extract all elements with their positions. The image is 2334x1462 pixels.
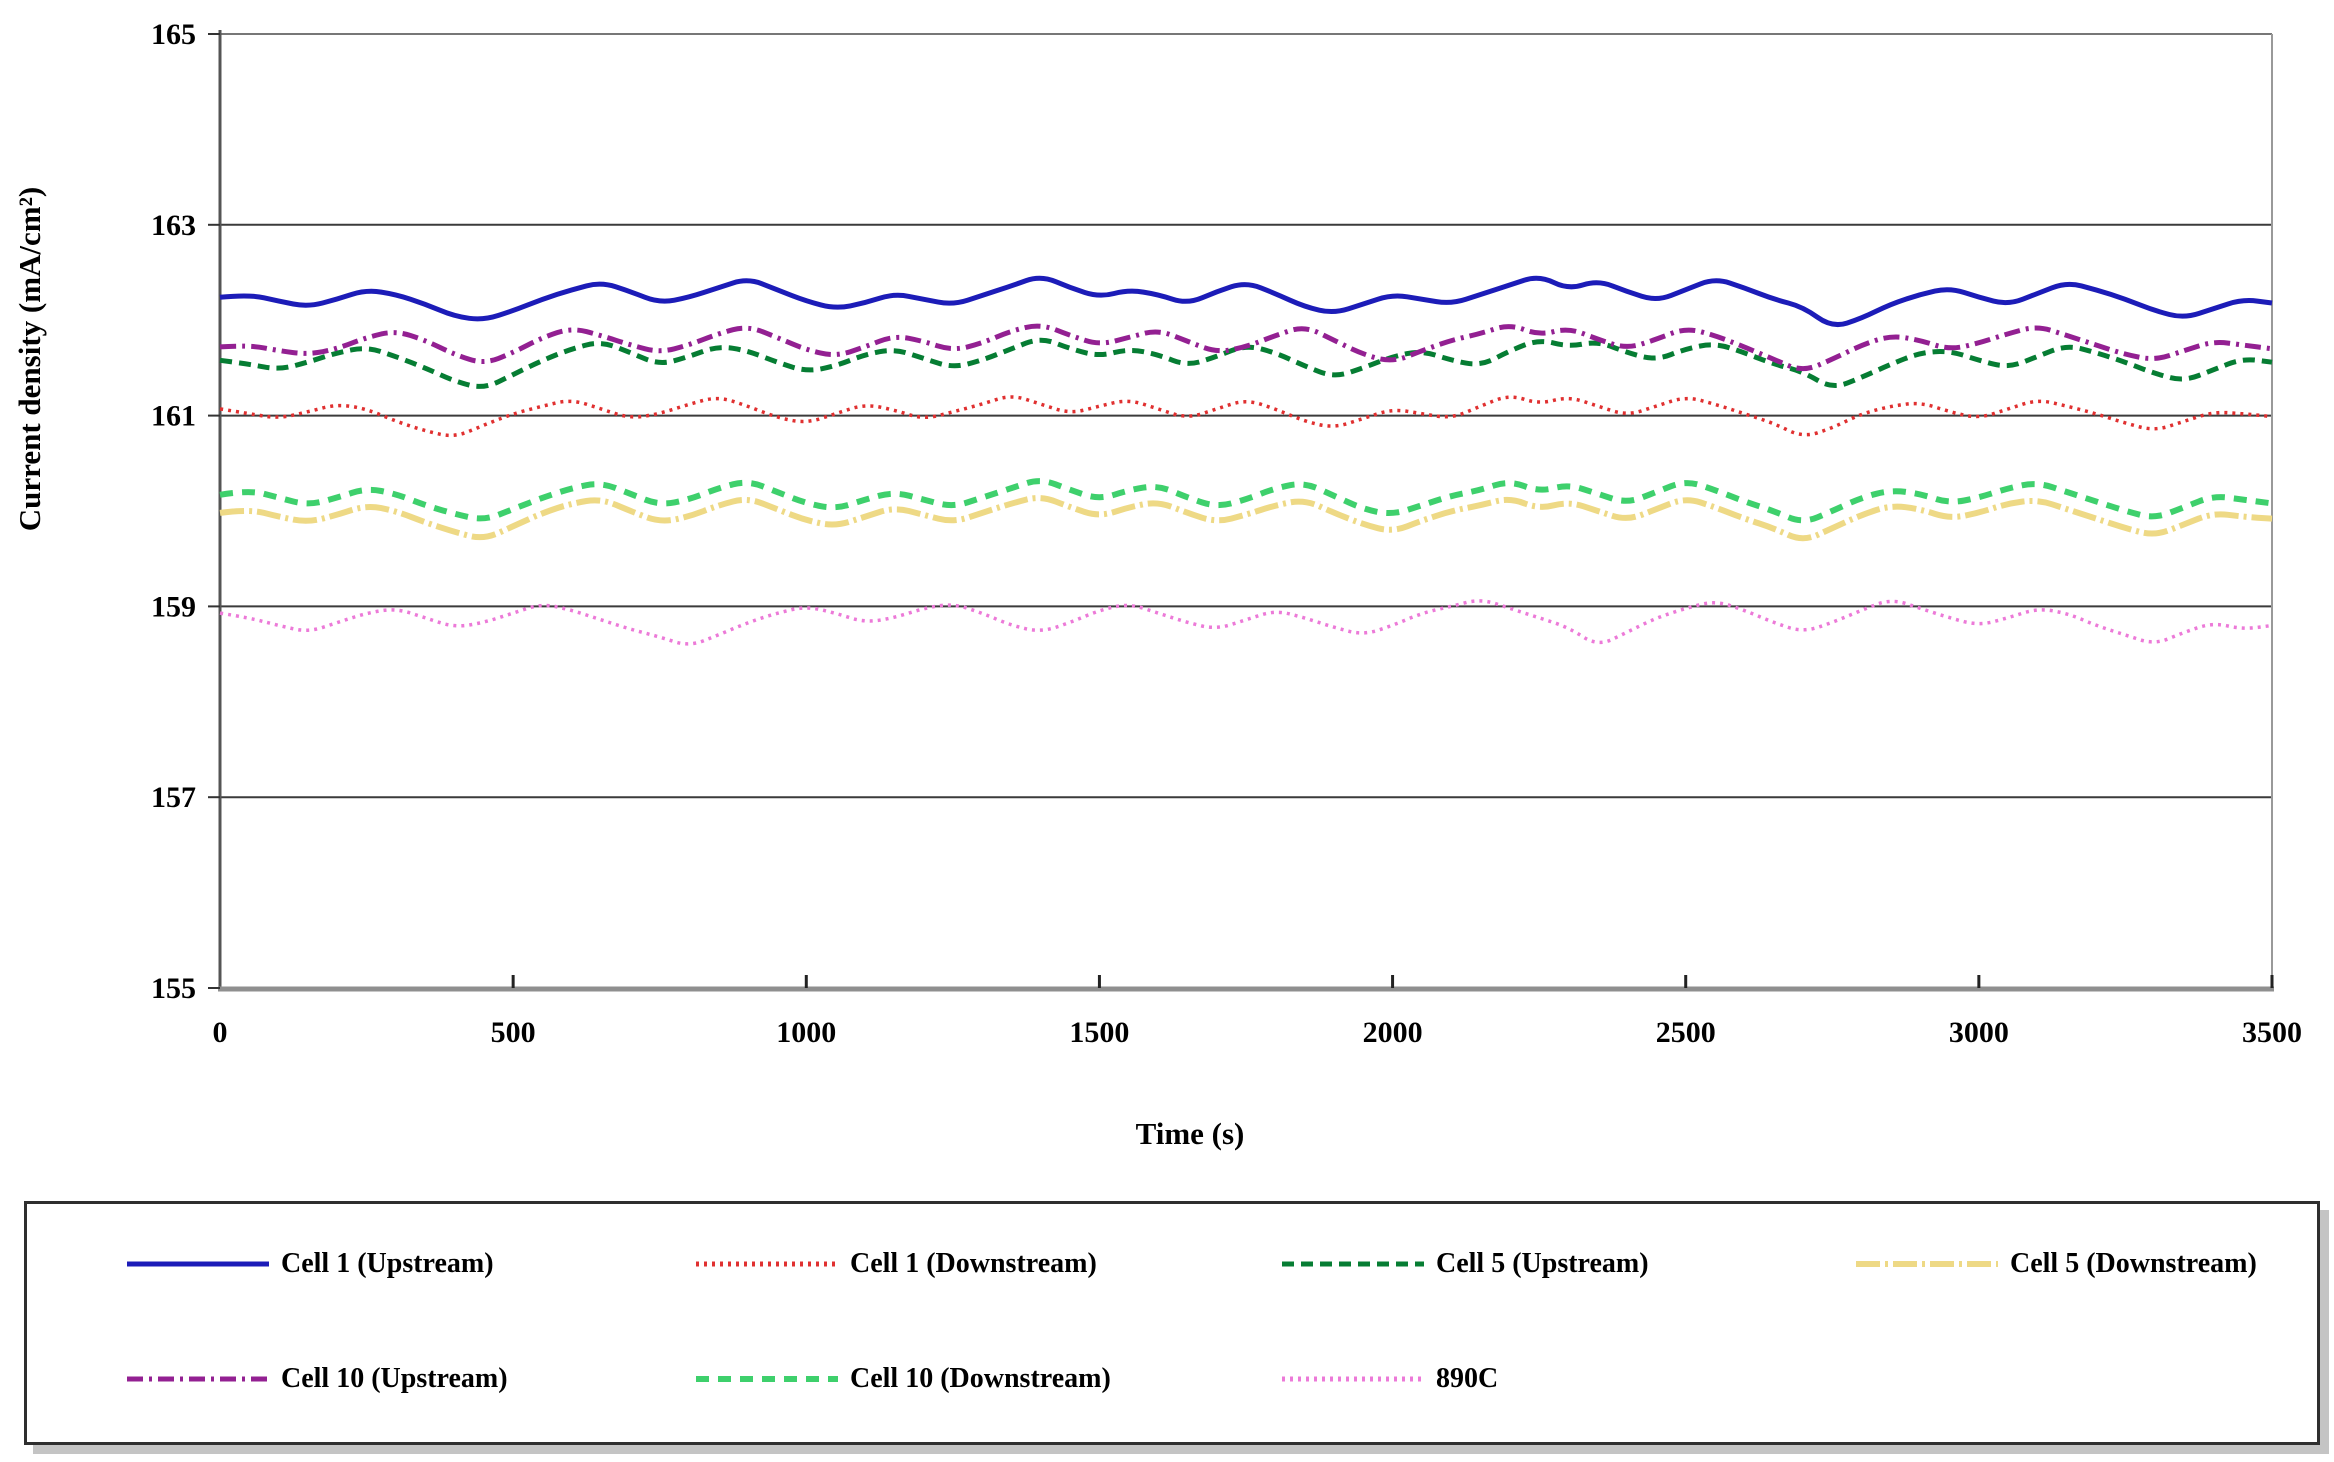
y-tick-label: 155 [151, 972, 196, 1005]
y-tick-label: 161 [151, 400, 196, 433]
x-tick-label: 3500 [2242, 1016, 2302, 1049]
x-axis-title: Time (s) [1135, 1116, 1245, 1151]
series-line-890c [219, 599, 2273, 646]
legend-item-cell1-upstream: Cell 1 (Upstream) [123, 1246, 494, 1282]
legend-label: 890C [1436, 1363, 1499, 1394]
series-line-cell-1-upstream [219, 275, 2273, 327]
legend-label: Cell 1 (Upstream) [281, 1248, 494, 1279]
legend-item-890c: 890C [1278, 1361, 1498, 1397]
cell1-downstream-line-swatch [696, 1261, 838, 1267]
legend-item-cell5-upstream: Cell 5 (Upstream) [1278, 1246, 1649, 1282]
y-tick-label: 157 [151, 781, 196, 814]
y-tick-label: 165 [151, 18, 196, 51]
legend-label: Cell 1 (Downstream) [850, 1248, 1097, 1279]
890c-line-swatch [1282, 1376, 1424, 1382]
legend-box: Cell 1 (Upstream) Cell 1 (Downstream) Ce… [24, 1201, 2320, 1445]
cell10-downstream-line-swatch [696, 1376, 838, 1382]
cell1-upstream-line-swatch [127, 1261, 269, 1267]
x-tick-label: 2000 [1363, 1016, 1423, 1049]
series-line-cell-5-downstream [219, 495, 2273, 542]
series-line-cell-1-downstream [219, 395, 2273, 438]
cell10-upstream-line-swatch [127, 1376, 269, 1382]
legend-item-cell5-downstream: Cell 5 (Downstream) [1852, 1246, 2257, 1282]
y-tick-label: 159 [151, 590, 196, 623]
legend-label: Cell 10 (Upstream) [281, 1363, 508, 1394]
x-tick-label: 1500 [1069, 1016, 1129, 1049]
y-axis-title: Current density (mA/cm²) [12, 186, 47, 532]
legend-item-cell10-upstream: Cell 10 (Upstream) [123, 1361, 508, 1397]
series-line-cell-10-upstream [219, 323, 2273, 372]
y-tick-label: 163 [151, 209, 196, 242]
cell5-upstream-line-swatch [1282, 1261, 1424, 1267]
x-tick-label: 2500 [1656, 1016, 1716, 1049]
chart-canvas: 155 157 159 161 163 165 0 500 1000 1500 2000 2500 30… [151, 18, 2302, 1049]
x-tick-label: 500 [491, 1016, 536, 1049]
legend-item-cell10-downstream: Cell 10 (Downstream) [692, 1361, 1111, 1397]
legend-label: Cell 5 (Upstream) [1436, 1248, 1649, 1279]
x-tick-label: 3000 [1949, 1016, 2009, 1049]
legend-item-cell1-downstream: Cell 1 (Downstream) [692, 1246, 1097, 1282]
series-line-cell-10-downstream [219, 478, 2273, 524]
cell5-downstream-line-swatch [1856, 1261, 1998, 1267]
legend-label: Cell 5 (Downstream) [2010, 1248, 2257, 1279]
x-tick-label: 0 [213, 1016, 228, 1049]
legend-label: Cell 10 (Downstream) [850, 1363, 1111, 1394]
x-tick-label: 1000 [776, 1016, 836, 1049]
